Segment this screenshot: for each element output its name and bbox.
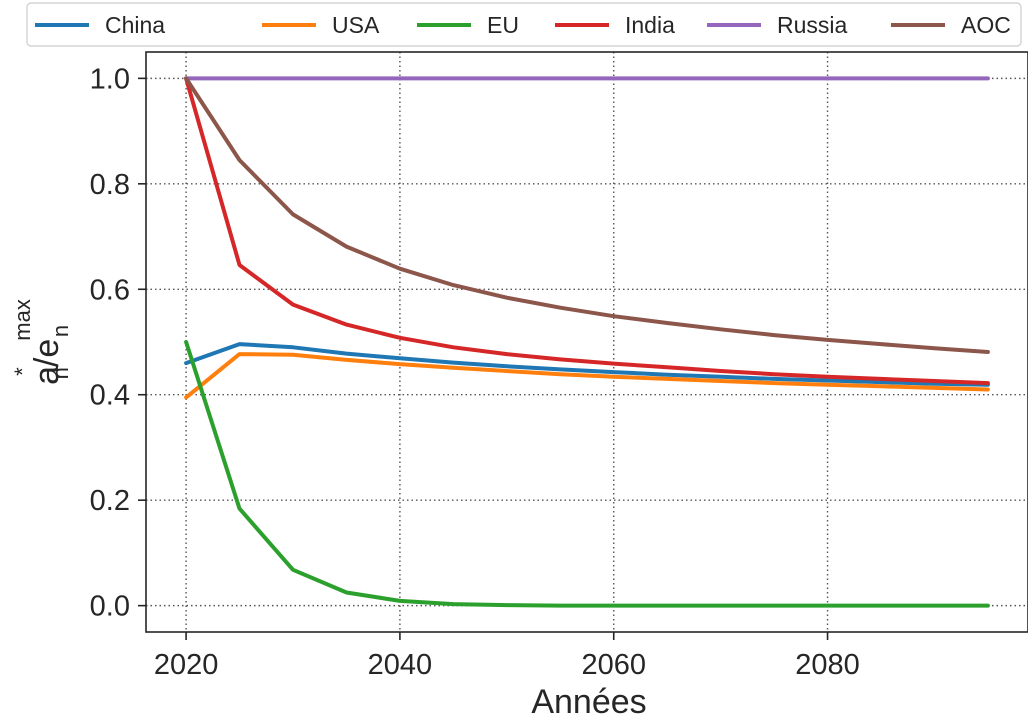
y-tick-label: 0.0 xyxy=(90,591,130,623)
y-axis-title-denom-sub: n xyxy=(48,325,73,337)
legend-item-eu: EU xyxy=(417,12,519,38)
x-tick-label: 2040 xyxy=(368,649,433,681)
x-tick-label: 2080 xyxy=(795,649,860,681)
x-tick-label: 2020 xyxy=(154,649,219,681)
y-tick-label: 0.8 xyxy=(90,169,130,201)
legend-label: EU xyxy=(487,12,519,38)
legend-item-russia: Russia xyxy=(707,12,848,38)
series-line-india xyxy=(184,76,990,386)
legend-label: AOC xyxy=(961,12,1011,38)
legend-label: Russia xyxy=(777,12,848,38)
plot-frame xyxy=(145,51,1028,633)
y-tick-label: 0.4 xyxy=(90,380,130,412)
y-axis-title-base: a xyxy=(28,366,66,385)
series-line-eu xyxy=(184,340,990,608)
legend: China USA EU India Russia AOC xyxy=(26,2,1022,47)
legend-label: China xyxy=(105,12,165,38)
legend-item-aoc: AOC xyxy=(891,12,1011,38)
legend-label: India xyxy=(625,12,675,38)
y-axis-title: a* n/emax n xyxy=(10,299,73,385)
y-axis-title-base-sub: n xyxy=(48,367,73,379)
y-tick-label: 0.2 xyxy=(90,485,130,517)
legend-label: USA xyxy=(332,12,380,38)
legend-item-usa: USA xyxy=(262,12,380,38)
y-axis-title-sep: /e xyxy=(28,339,66,367)
y-axis-title-base-sup: * xyxy=(10,367,35,376)
series-lines xyxy=(184,76,990,608)
x-tick-label: 2060 xyxy=(581,649,646,681)
legend-frame xyxy=(26,2,1022,47)
series-line-aoc xyxy=(184,76,990,354)
y-tick-label: 0.6 xyxy=(90,274,130,306)
ticks: 2020 2040 2060 2080 0.0 0.2 0.4 0.6 0.8 1.0 xyxy=(90,63,860,681)
y-tick-label: 1.0 xyxy=(90,63,130,95)
series-line-usa xyxy=(184,352,990,400)
x-axis-title: Années xyxy=(531,683,646,720)
legend-item-china: China xyxy=(35,12,165,38)
legend-item-india: India xyxy=(555,12,675,38)
y-axis-title-denom-sup: max xyxy=(10,299,35,341)
series-line-china xyxy=(184,342,990,387)
